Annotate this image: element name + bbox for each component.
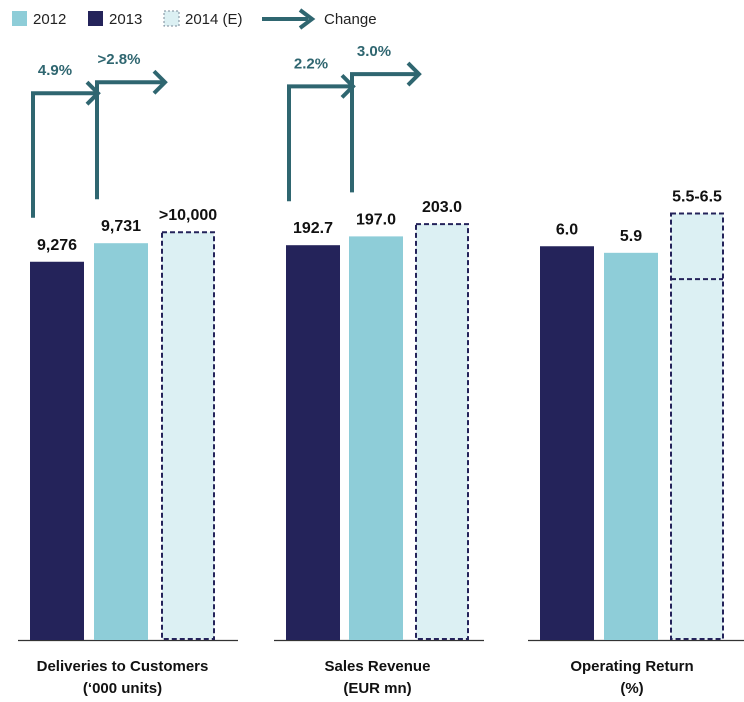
bar-2014-estimate bbox=[670, 212, 724, 640]
legend: 2012 2013 2014 (E) Change bbox=[12, 8, 377, 30]
data-label: 203.0 bbox=[422, 199, 462, 216]
legend-label: 2013 bbox=[109, 11, 142, 28]
group-sales-revenue: 192.7 197.0 203.0 2.2% 3.0% Sales Revenue (EUR… bbox=[274, 43, 484, 697]
change-label: 4.9% bbox=[38, 62, 72, 79]
data-label: 192.7 bbox=[293, 220, 333, 237]
data-label: 197.0 bbox=[356, 211, 396, 228]
change-arrow bbox=[31, 91, 98, 218]
bar-2012 bbox=[349, 236, 403, 640]
legend-item-2014-e: 2014 (E) bbox=[163, 10, 243, 28]
data-label: 5.5-6.5 bbox=[672, 188, 722, 205]
bar-2014-estimate bbox=[161, 231, 215, 641]
group-deliveries-to-customers: 9,276 9,731 >10,000 4.9% >2.8% Deliveries to … bbox=[18, 51, 238, 697]
legend-swatch bbox=[163, 10, 180, 27]
bar-2012 bbox=[94, 243, 148, 640]
change-arrow-head-icon bbox=[298, 8, 316, 30]
data-label: 6.0 bbox=[556, 221, 578, 238]
bar-2012 bbox=[604, 252, 658, 640]
change-arrow bbox=[95, 80, 165, 200]
change-label: 2.2% bbox=[294, 55, 328, 72]
legend-label: 2014 (E) bbox=[185, 11, 243, 28]
bar-2013 bbox=[286, 245, 340, 640]
data-label: >10,000 bbox=[159, 207, 217, 224]
change-label: 3.0% bbox=[357, 43, 391, 60]
bar-2013 bbox=[540, 246, 594, 640]
change-label: >2.8% bbox=[98, 51, 141, 68]
change-arrow bbox=[287, 84, 353, 202]
legend-swatch bbox=[88, 11, 103, 26]
chart-groups: 9,276 9,731 >10,000 4.9% >2.8% Deliveries to … bbox=[18, 43, 744, 697]
bar-2013 bbox=[30, 261, 84, 640]
category-label: Sales Revenue bbox=[325, 658, 431, 675]
legend-item-2012: 2012 bbox=[12, 11, 66, 28]
legend-label: 2012 bbox=[33, 11, 66, 28]
change-arrow-head-icon bbox=[406, 61, 422, 87]
legend-item-2013: 2013 bbox=[88, 11, 142, 28]
bar-2014-estimate bbox=[415, 223, 469, 640]
category-label: Operating Return bbox=[570, 658, 693, 675]
data-label: 9,731 bbox=[101, 218, 141, 235]
category-unit-label: (%) bbox=[620, 680, 643, 697]
legend-swatch bbox=[12, 11, 27, 26]
change-arrow-head-icon bbox=[152, 69, 168, 95]
category-unit-label: (EUR mn) bbox=[343, 680, 411, 697]
category-label: Deliveries to Customers bbox=[37, 658, 209, 675]
legend-label: Change bbox=[324, 11, 377, 28]
group-operating-return: 6.0 5.9 5.5-6.5 Operating Return (%) bbox=[528, 188, 744, 697]
category-unit-label: (‘000 units) bbox=[83, 680, 162, 697]
change-arrow bbox=[350, 72, 419, 193]
data-label: 9,276 bbox=[37, 237, 77, 254]
legend-item-change: Change bbox=[262, 8, 377, 30]
data-label: 5.9 bbox=[620, 228, 642, 245]
